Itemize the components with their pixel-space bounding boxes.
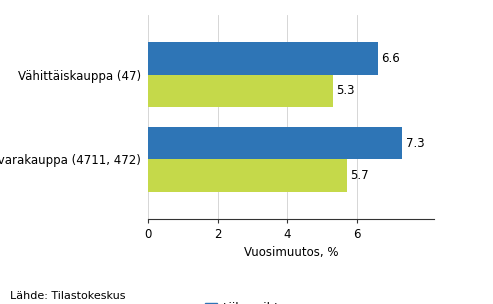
Legend: Liikevaihto, Myynnin määrä: Liikevaihto, Myynnin määrä — [205, 302, 315, 304]
Text: 6.6: 6.6 — [382, 52, 400, 65]
X-axis label: Vuosimuutos, %: Vuosimuutos, % — [244, 247, 338, 259]
Text: 7.3: 7.3 — [406, 137, 424, 150]
Bar — [148, 74, 333, 107]
Bar — [148, 42, 378, 74]
Text: 5.3: 5.3 — [336, 84, 354, 97]
Bar — [148, 127, 402, 160]
Text: Lähde: Tilastokeskus: Lähde: Tilastokeskus — [10, 291, 125, 301]
Bar — [148, 160, 347, 192]
Text: 5.7: 5.7 — [350, 169, 369, 182]
